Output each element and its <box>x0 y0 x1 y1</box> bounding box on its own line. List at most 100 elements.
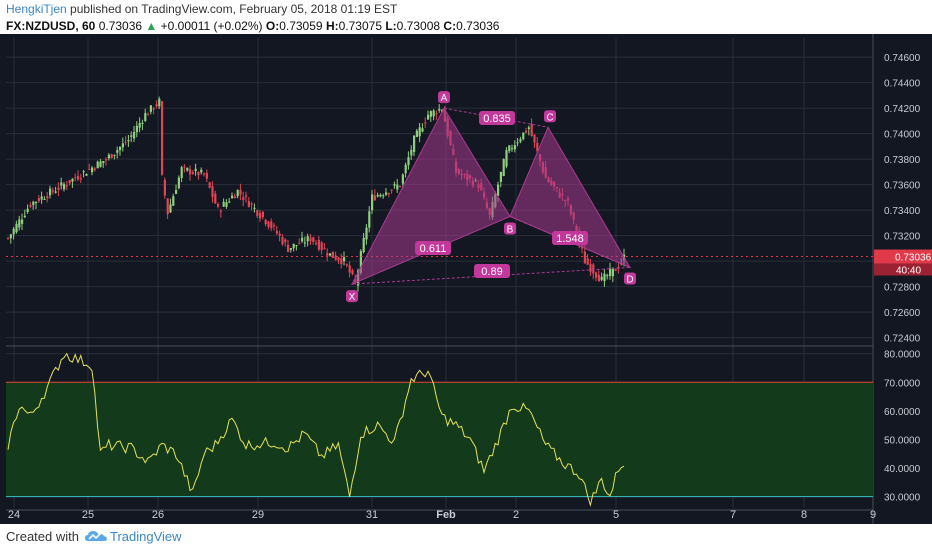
candle-body <box>438 108 441 111</box>
candle-body <box>320 242 323 250</box>
pattern-point-label: A <box>441 93 448 104</box>
candle-body <box>273 225 276 227</box>
close-value: 0.73036 <box>456 19 500 33</box>
candle-body <box>611 267 614 277</box>
candle-body <box>379 194 382 197</box>
candle-body <box>267 221 270 227</box>
candle-body <box>331 251 334 258</box>
candle-body <box>217 203 220 207</box>
candle-body <box>144 113 147 121</box>
candle-body <box>424 122 427 124</box>
candle-body <box>228 201 231 203</box>
candle-body <box>435 113 438 115</box>
rsi-axis-label: 80.0000 <box>884 350 921 361</box>
candle-body <box>399 186 402 188</box>
tradingview-cloud-icon <box>85 531 107 541</box>
candle-body <box>40 196 43 200</box>
candle-body <box>138 122 141 128</box>
candle-body <box>12 228 15 235</box>
candle-body <box>245 195 248 197</box>
candle-body <box>432 110 435 117</box>
candle-body <box>158 98 161 107</box>
candle-body <box>259 213 262 219</box>
time-axis-label: 9 <box>870 509 876 521</box>
candle-body <box>203 173 206 175</box>
candle-body <box>427 114 430 120</box>
candle-body <box>505 150 508 167</box>
candle-body <box>401 174 404 184</box>
price-axis-label: 0.74000 <box>884 130 921 141</box>
candle-body <box>497 184 500 196</box>
candle-body <box>161 101 164 175</box>
rsi-axis-label: 30.0000 <box>884 493 921 504</box>
candle-body <box>71 178 74 182</box>
price-axis-label: 0.72800 <box>884 283 921 294</box>
price-scale-background <box>873 34 932 524</box>
candle-body <box>18 219 21 228</box>
countdown-tag <box>874 263 932 276</box>
candle-body <box>172 196 175 206</box>
candle-body <box>130 135 133 137</box>
chart-area[interactable]: X A B C D 0.835 0.611 1.548 0.89 0.74600 0.74400 0.… <box>0 34 932 524</box>
candle-body <box>340 258 343 265</box>
candle-body <box>163 179 166 196</box>
candle-body <box>124 141 127 143</box>
candle-body <box>287 244 290 252</box>
candle-body <box>57 187 60 190</box>
candle-body <box>91 167 94 173</box>
candle-body <box>614 269 617 271</box>
rsi-band <box>6 382 873 497</box>
candle-body <box>284 239 287 243</box>
candle-body <box>295 245 298 247</box>
candle-body <box>326 253 329 256</box>
candle-body <box>214 193 217 204</box>
time-axis-label: 26 <box>152 509 164 521</box>
ratio-xd-label: 0.89 <box>481 266 502 278</box>
price-change: +0.00011 (+0.02%) <box>160 19 263 33</box>
candle-body <box>247 201 250 208</box>
ratio-badge <box>415 241 451 255</box>
candle-body <box>85 173 88 176</box>
candle-body <box>65 185 68 187</box>
candle-body <box>191 172 194 174</box>
candle-body <box>525 130 528 133</box>
candle-body <box>26 208 29 213</box>
candle-body <box>533 134 536 143</box>
candle-body <box>390 189 393 191</box>
candle-body <box>37 198 40 202</box>
candle-body <box>597 274 600 282</box>
candle-body <box>371 194 374 211</box>
open-label: O: <box>265 19 280 33</box>
tradingview-brand-link[interactable]: TradingView <box>110 529 182 544</box>
author-link[interactable]: HengkiTjen <box>6 2 67 16</box>
candle-body <box>264 219 267 225</box>
candle-body <box>205 172 208 179</box>
candle-body <box>429 111 432 117</box>
candle-body <box>9 234 12 239</box>
low-label: L: <box>385 19 397 33</box>
rsi-axis-label: 70.0000 <box>884 378 921 389</box>
ratio-bd-label: 1.548 <box>556 233 584 245</box>
candle-body <box>502 159 505 177</box>
candle-body <box>292 243 295 249</box>
time-axis-label: 31 <box>366 509 378 521</box>
candle-body <box>418 127 421 137</box>
candle-body <box>49 188 52 196</box>
candle-body <box>348 265 351 273</box>
candle-body <box>15 223 18 233</box>
candle-body <box>116 150 119 153</box>
pattern-point-label: X <box>349 292 356 303</box>
candle-body <box>35 201 38 204</box>
last-price: 0.73036 <box>98 19 143 33</box>
candle-body <box>219 211 222 213</box>
candle-body <box>105 159 108 161</box>
candle-body <box>183 166 186 168</box>
candle-body <box>343 257 346 262</box>
candle-body <box>387 193 390 195</box>
candle-body <box>96 161 99 169</box>
candle-body <box>119 146 122 151</box>
time-axis-label: 5 <box>613 509 619 521</box>
chart-canvas[interactable]: X A B C D 0.835 0.611 1.548 0.89 0.74600 0.74400 0.… <box>0 34 932 524</box>
candle-body <box>46 196 49 199</box>
candle-body <box>365 227 368 240</box>
